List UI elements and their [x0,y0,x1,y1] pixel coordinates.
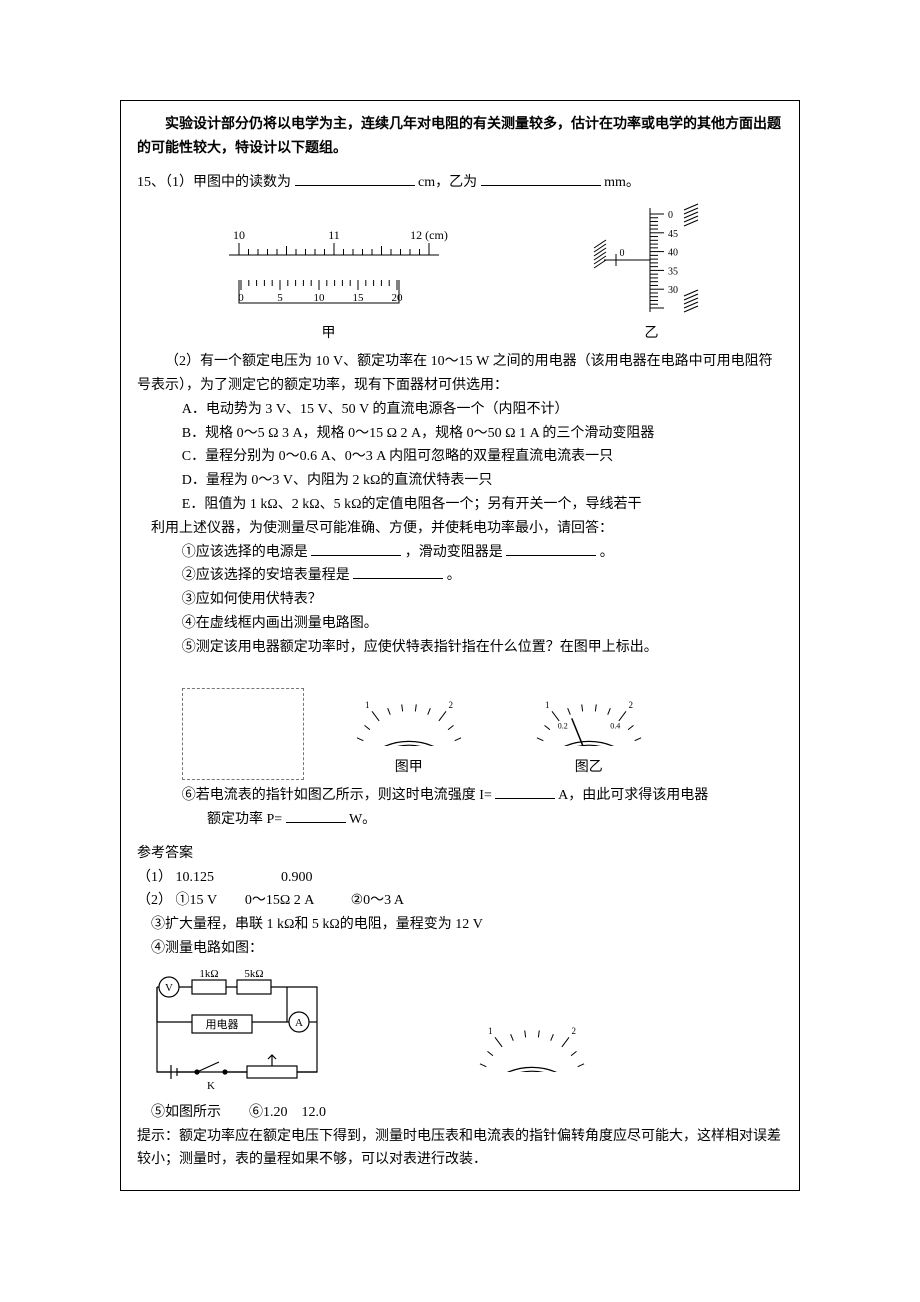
q15-p1-prefix: 15、（1）甲图中的读数为 [137,175,291,190]
blank-reading-jia[interactable] [295,171,415,186]
sub-q6a: ⑥若电流表的指针如图乙所示，则这时电流强度 I= [182,788,492,803]
svg-text:2: 2 [448,699,453,709]
svg-text:0: 0 [619,248,624,259]
svg-text:15: 15 [352,292,364,304]
sub-q6c: 额定功率 P= [207,812,282,827]
q15-part1: 15、（1）甲图中的读数为 cm，乙为 mm。 [137,171,783,195]
blank-source[interactable] [311,541,401,556]
sub-q1: ①应该选择的电源是 ，滑动变阻器是 。 [137,541,783,565]
gauge-yi: 012300.20.40.6A 图乙 [514,666,664,781]
opt-A: A．电动势为 3 V、15 V、50 V 的直流电源各一个（内阻不计） [137,398,783,422]
gauge-ans-svg: 0123V [457,992,617,1072]
gauge-yi-svg: 012300.20.40.6A [514,666,664,746]
micrometer-yi-svg: 0 45 40 35 30 0 [592,200,712,320]
answers-heading: 参考答案 [137,842,783,866]
svg-text:0.2: 0.2 [558,721,568,730]
svg-text:2: 2 [628,699,633,709]
ans1-v1: 10.125 [176,870,215,885]
vernier-jia-svg: 10 11 12 (cm) 0 5 10 15 20 [209,225,449,320]
opt-D: D．量程为 0～3 V、内阻为 2 kΩ的直流伏特表一只 [137,469,783,493]
gauge-yi-cap: 图乙 [514,756,664,780]
sub-q1a: ①应该选择的电源是 [182,545,308,560]
sub-q2: ②应该选择的安培表量程是 。 [137,564,783,588]
ans-tip: 提示：额定功率应在额定电压下得到，测量时电压表和电流表的指针偏转角度应尽可能大，… [137,1125,783,1173]
svg-text:K: K [207,1080,215,1092]
blank-reading-yi[interactable] [481,171,601,186]
ans1-label: （1） [137,870,172,885]
ans2-3: ③扩大量程，串联 1 kΩ和 5 kΩ的电阻，量程变为 12 V [137,913,783,937]
svg-text:11: 11 [328,228,340,242]
svg-text:10: 10 [233,228,245,242]
blank-rheostat[interactable] [506,541,596,556]
svg-text:12 (cm): 12 (cm) [410,228,448,242]
prompt-header: 实验设计部分仍将以电学为主，连续几年对电阻的有关测量较多，估计在功率或电学的其他… [137,113,783,161]
gauge-jia-cap: 图甲 [334,756,484,780]
vernier-figures-row: 10 11 12 (cm) 0 5 10 15 20 甲 [137,200,783,346]
svg-text:30: 30 [668,286,678,297]
sub-q2c: 。 [447,568,461,583]
opt-B: B．规格 0～5 Ω 3 A，规格 0～15 Ω 2 A，规格 0～50 Ω 1… [137,422,783,446]
svg-text:5kΩ: 5kΩ [244,968,263,980]
sub-q1b: ，滑动变阻器是 [405,545,503,560]
svg-text:0: 0 [238,292,244,304]
sub-q2a: ②应该选择的安培表量程是 [182,568,350,583]
circuit-draw-box[interactable] [182,688,304,780]
svg-text:20: 20 [391,292,403,304]
svg-text:45: 45 [668,229,678,240]
q15-p2-intro: （2）有一个额定电压为 10 V、额定功率在 10～15 W 之间的用电器（该用… [137,350,783,398]
circuit-svg: V A 1kΩ 5kΩ 用电器 K [137,967,337,1097]
ans2-1: ①15 V 0～15Ω 2 A [176,893,314,908]
blank-current-I[interactable] [495,784,555,799]
gauge-jia: 0123V 图甲 [334,666,484,781]
q15-lead: 利用上述仪器，为使测量尽可能准确、方便，并使耗电功率最小，请回答： [137,517,783,541]
blank-ammeter-range[interactable] [353,564,443,579]
svg-text:1: 1 [545,699,550,709]
page-frame: 实验设计部分仍将以电学为主，连续几年对电阻的有关测量较多，估计在功率或电学的其他… [120,100,800,1191]
svg-text:用电器: 用电器 [206,1018,239,1031]
blank-power-P[interactable] [286,808,346,823]
svg-text:10: 10 [313,292,325,304]
fig-yi-caption: 乙 [592,322,712,346]
sub-q6-line2: 额定功率 P= W。 [137,808,783,832]
fig-jia: 10 11 12 (cm) 0 5 10 15 20 甲 [209,225,449,346]
q15-p1-mid1: cm，乙为 [418,175,477,190]
gauge-jia-svg: 0123V [334,666,484,746]
opt-E: E．阻值为 1 kΩ、2 kΩ、5 kΩ的定值电阻各一个；另有开关一个，导线若干 [137,493,783,517]
svg-text:1: 1 [488,1026,493,1036]
ans-2-line1: （2） ①15 V 0～15Ω 2 A ②0～3 A [137,889,783,913]
sub-q1c: 。 [600,545,614,560]
gauge-answer: 0123V [457,992,617,1072]
fig-yi: 0 45 40 35 30 0 乙 [592,200,712,346]
fig-jia-caption: 甲 [209,322,449,346]
ans2-4: ④测量电路如图： [137,937,783,961]
sub-q4: ④在虚线框内画出测量电路图。 [137,612,783,636]
opt-C: C．量程分别为 0～0.6 A、0～3 A 内阻可忽略的双量程直流电流表一只 [137,445,783,469]
svg-text:1kΩ: 1kΩ [199,968,218,980]
sub-q6b: A，由此可求得该用电器 [558,788,708,803]
ans2-label: （2） [137,893,172,908]
svg-text:V: V [165,982,173,994]
svg-text:A: A [295,1017,303,1029]
svg-text:5: 5 [277,292,283,304]
svg-text:0: 0 [668,210,673,221]
gauges-row: 0123V 图甲 012300.20.40.6A 图乙 [137,666,783,781]
ans-1: （1） 10.125 0.900 [137,866,783,890]
sub-q6: ⑥若电流表的指针如图乙所示，则这时电流强度 I= A，由此可求得该用电器 [137,784,783,808]
q15-p1-mid2: mm。 [604,175,640,190]
sub-q3: ③应如何使用伏特表？ [137,588,783,612]
svg-text:35: 35 [668,267,678,278]
sub-q5: ⑤测定该用电器额定功率时，应使伏特表指针指在什么位置？在图甲上标出。 [137,636,783,660]
ans2-2: ②0～3 A [351,893,404,908]
sub-q6d: W。 [349,812,376,827]
svg-text:40: 40 [668,248,678,259]
svg-text:A: A [585,745,593,746]
answer-figs-row: V A 1kΩ 5kΩ 用电器 K 0123V [137,967,783,1097]
ans2-5: ⑤如图所示 ⑥1.20 12.0 [137,1101,783,1125]
ans1-v2: 0.900 [281,870,313,885]
svg-text:0.4: 0.4 [610,721,620,730]
svg-text:1: 1 [365,699,370,709]
svg-text:2: 2 [572,1026,577,1036]
